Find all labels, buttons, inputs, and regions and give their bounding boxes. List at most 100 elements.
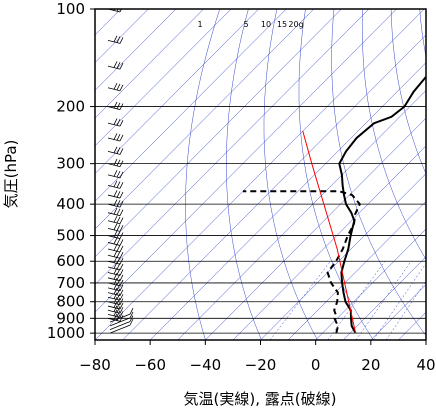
x-tick-label: −40 xyxy=(190,356,222,374)
wind-barb-flag xyxy=(119,263,124,271)
isotherm-line xyxy=(95,9,259,174)
wind-barb-flag xyxy=(116,283,121,291)
wind-barb xyxy=(107,199,124,208)
wind-barb-shaft xyxy=(107,277,121,282)
wind-barb-flag xyxy=(129,307,134,315)
wind-barb-flag xyxy=(113,207,118,215)
wind-barb-flag xyxy=(116,231,121,238)
wind-barb-shaft xyxy=(107,287,121,292)
wind-barb-flag xyxy=(116,293,121,300)
isotherm-line xyxy=(95,9,287,202)
wind-barb-flag xyxy=(116,224,121,231)
wind-barb-flag xyxy=(113,133,118,140)
wind-barb-flag xyxy=(119,209,124,216)
wind-barb xyxy=(107,133,124,142)
mixing-ratio-line xyxy=(385,280,426,340)
y-axis-title: 気圧(hPa) xyxy=(2,140,20,209)
wind-barb xyxy=(107,237,124,246)
dry-adiabat-line xyxy=(331,9,426,337)
wind-barb-flag xyxy=(129,315,134,322)
wind-barb-flag xyxy=(116,83,121,91)
isotherm-line xyxy=(95,9,315,230)
isotherm-line xyxy=(315,228,426,340)
wind-barb-shaft xyxy=(107,40,121,44)
x-tick-label: 0 xyxy=(311,356,321,374)
wind-barb-flag xyxy=(119,171,124,179)
wind-barb-flag xyxy=(119,148,124,155)
wind-barb-flag xyxy=(129,311,134,319)
wind-barb-flag xyxy=(119,134,124,142)
wind-barb-flag xyxy=(119,315,124,322)
wind-barb-flag xyxy=(116,191,121,198)
wind-barb-flag xyxy=(116,310,121,317)
wind-barb xyxy=(107,180,124,189)
wind-barb xyxy=(107,207,124,217)
wind-barb-flag xyxy=(116,297,121,305)
mixing-ratio-labels: 1 5 10 15 20g xyxy=(197,20,303,29)
mixing-ratio-line xyxy=(355,261,412,340)
wind-barb-flag xyxy=(119,103,124,110)
isotherm-line xyxy=(260,173,426,340)
wind-barb-shaft xyxy=(107,65,121,70)
wind-barb-flag xyxy=(119,252,124,259)
dry-adiabat-line xyxy=(390,9,426,175)
wind-barb-shaft xyxy=(107,106,121,110)
isotherm-line xyxy=(343,256,426,340)
isotherm-line xyxy=(398,311,426,340)
wind-barb-shaft xyxy=(107,87,121,92)
isotherm-line xyxy=(95,9,342,258)
wind-barb-flag xyxy=(113,305,118,312)
wind-barb-flag xyxy=(119,232,124,239)
dewpoint-line xyxy=(242,190,361,334)
y-tick-label: 900 xyxy=(56,309,85,327)
wind-barb-shaft xyxy=(107,163,121,168)
wind-barb-flag xyxy=(116,200,121,207)
wind-barb xyxy=(107,170,124,179)
mixing-ratio-label: 15 xyxy=(277,20,287,29)
wind-barb-flag xyxy=(113,278,118,285)
wind-barb xyxy=(109,307,134,323)
wind-barb-shaft xyxy=(107,235,121,239)
wind-barb-flag xyxy=(116,278,121,286)
wind-barb-flag xyxy=(113,118,118,125)
y-tick-label: 300 xyxy=(56,155,85,173)
wind-barb-shaft xyxy=(107,266,121,271)
wind-barb-flag xyxy=(116,170,121,178)
wind-barb-flag xyxy=(113,287,118,295)
wind-barb-shaft xyxy=(107,317,121,322)
wind-barb-shaft xyxy=(107,248,121,253)
x-tick-label: −20 xyxy=(245,356,277,374)
wind-barb xyxy=(107,101,124,110)
y-tick-label: 200 xyxy=(56,98,85,116)
dry-adiabat-line xyxy=(419,9,426,59)
wind-barb-flag xyxy=(119,289,124,296)
wind-barb-flag xyxy=(119,245,124,253)
wind-barb xyxy=(107,301,124,310)
x-axis: −80 −60 −40 −20 0 20 40 xyxy=(79,340,436,374)
parcel-line xyxy=(302,130,357,334)
wind-barb-shaft xyxy=(107,137,121,142)
wind-barb-shaft xyxy=(107,309,121,314)
wind-barb-flag xyxy=(119,302,124,310)
wind-barb-flag xyxy=(116,306,121,313)
wind-barb-shaft xyxy=(107,194,121,199)
wind-barb-shaft xyxy=(107,305,121,310)
wind-barb-shaft xyxy=(107,227,121,232)
wind-barb xyxy=(107,256,124,265)
wind-barb-flag xyxy=(113,180,118,187)
wind-barb-shaft xyxy=(109,321,131,330)
wind-barb-shaft xyxy=(107,151,121,155)
wind-barb-flag xyxy=(119,298,124,305)
mixing-ratio-line xyxy=(327,261,386,340)
y-tick-label: 600 xyxy=(56,252,85,270)
wind-barb-flag xyxy=(119,37,124,44)
wind-barb-flag xyxy=(119,284,124,292)
wind-barb-flag xyxy=(119,269,124,276)
wind-barb-shaft xyxy=(107,296,121,301)
wind-barb-shaft xyxy=(109,324,131,334)
wind-barb-shaft xyxy=(107,242,121,246)
wind-barb-flag xyxy=(116,134,121,141)
wind-barb-shaft xyxy=(107,184,121,189)
wind-barb xyxy=(109,315,134,330)
wind-barb-flag xyxy=(113,230,118,238)
